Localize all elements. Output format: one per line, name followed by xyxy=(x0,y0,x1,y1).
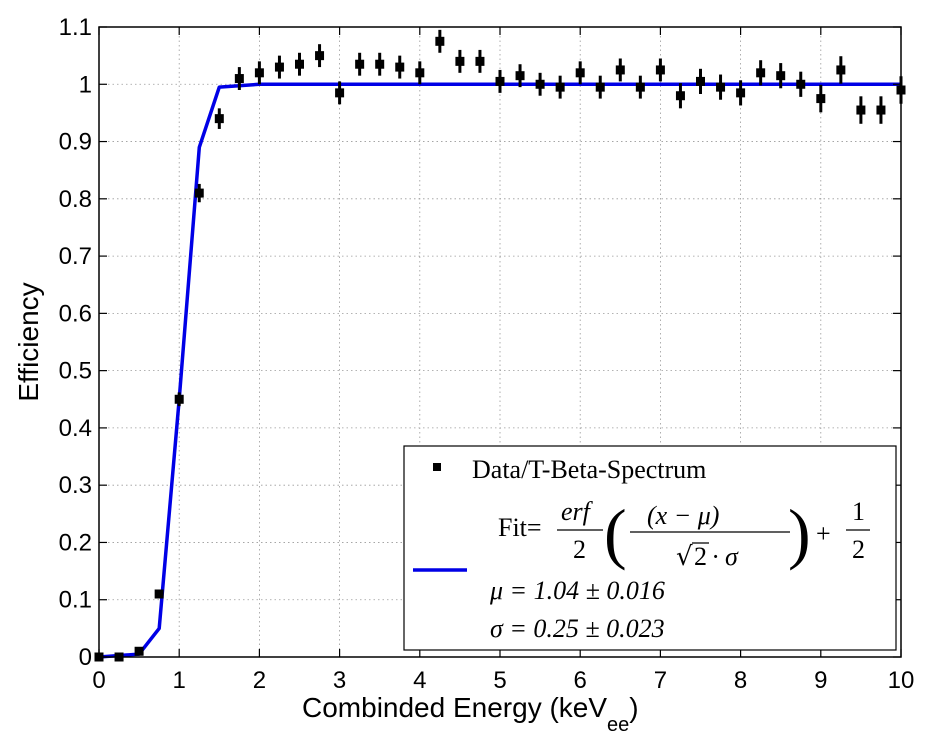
y-tick-label: 0.8 xyxy=(59,186,92,213)
data-point xyxy=(796,79,806,89)
data-point xyxy=(675,91,685,101)
y-axis-label: Efficiency xyxy=(13,282,44,401)
legend-formula-plus: + xyxy=(816,519,831,548)
data-point xyxy=(816,94,826,104)
data-point xyxy=(315,51,325,61)
data-point xyxy=(535,79,545,89)
y-tick-label: 0.2 xyxy=(59,529,92,556)
y-tick-label: 0.4 xyxy=(59,415,92,442)
x-tick-label: 6 xyxy=(574,667,587,694)
data-point xyxy=(475,56,485,66)
data-point xyxy=(655,65,665,75)
data-point xyxy=(575,68,585,78)
legend-data-marker xyxy=(433,463,441,471)
data-point xyxy=(555,82,565,92)
x-tick-labels: 0 1 2 3 4 5 6 7 8 9 10 xyxy=(92,667,914,694)
legend-data-label: Data/T-Beta-Spectrum xyxy=(472,455,706,484)
x-tick-label: 9 xyxy=(814,667,827,694)
data-point xyxy=(174,394,184,404)
x-tick-label: 3 xyxy=(333,667,346,694)
data-point xyxy=(214,114,224,124)
legend-formula-numerator: (x − μ) xyxy=(647,501,719,530)
x-axis-label: Combinded Energy (keVee) xyxy=(302,692,639,736)
legend-box xyxy=(403,445,897,651)
data-point xyxy=(856,105,866,115)
legend-formula-rparen: ) xyxy=(788,495,811,571)
x-axis-label-sub: ee xyxy=(607,714,629,736)
legend-formula-sqrt: √ xyxy=(676,542,693,572)
y-tick-label: 1 xyxy=(79,71,92,98)
data-point xyxy=(335,88,345,98)
data-point xyxy=(756,68,766,78)
y-tick-label: 0.7 xyxy=(59,243,92,270)
legend-mu-line: μ = 1.04 ± 0.016 xyxy=(489,576,665,605)
x-tick-label: 5 xyxy=(493,667,506,694)
data-point xyxy=(696,76,705,86)
legend-formula-two: 2 xyxy=(573,535,586,564)
data-point xyxy=(194,188,204,198)
x-tick-label: 0 xyxy=(92,667,105,694)
legend-formula-erf: erf xyxy=(561,497,594,526)
y-tick-label: 0 xyxy=(79,644,92,671)
data-point xyxy=(595,82,605,92)
data-point xyxy=(515,71,525,81)
data-point xyxy=(415,68,425,78)
x-axis-label-main: Combinded Energy (keV xyxy=(302,692,607,723)
legend-sigma-line: σ = 0.25 ± 0.023 xyxy=(490,614,665,643)
legend-formula-sigma: · σ xyxy=(712,542,739,571)
data-point xyxy=(635,82,645,92)
legend: Data/T-Beta-Spectrum Fit= erf 2 ( (x − μ… xyxy=(403,445,897,651)
y-tick-labels: 0 0.1 0.2 0.3 0.4 0.5 0.6 0.7 0.8 0.9 1 1.1 xyxy=(59,14,92,671)
data-point xyxy=(234,74,244,84)
y-tick-label: 0.6 xyxy=(59,300,92,327)
data-point xyxy=(455,56,465,66)
y-tick-label: 0.5 xyxy=(59,358,92,385)
legend-formula-half-den: 2 xyxy=(852,535,865,564)
data-point xyxy=(375,59,385,69)
data-point xyxy=(254,68,264,78)
data-point xyxy=(274,62,284,72)
data-point xyxy=(876,105,886,115)
x-tick-label: 2 xyxy=(253,667,266,694)
x-tick-label: 7 xyxy=(654,667,667,694)
data-point xyxy=(776,71,786,81)
data-point xyxy=(836,65,846,75)
data-point xyxy=(355,59,365,69)
x-tick-label: 10 xyxy=(888,667,915,694)
legend-formula-one: 1 xyxy=(852,497,865,526)
data-point xyxy=(395,62,405,72)
y-tick-label: 0.3 xyxy=(59,472,92,499)
data-point xyxy=(736,88,746,98)
x-axis-label-close: ) xyxy=(629,692,638,723)
x-tick-label: 1 xyxy=(173,667,186,694)
data-point xyxy=(295,59,304,69)
data-point xyxy=(435,36,445,46)
legend-formula-sqrt2: 2 xyxy=(694,542,707,571)
legend-fit-label: Fit= xyxy=(498,513,542,542)
y-tick-label: 0.1 xyxy=(59,587,92,614)
legend-formula-lparen: ( xyxy=(604,495,627,571)
x-tick-label: 4 xyxy=(413,667,426,694)
data-point xyxy=(495,76,505,86)
y-tick-label: 0.9 xyxy=(59,129,92,156)
data-point xyxy=(134,646,144,656)
data-point xyxy=(716,82,726,92)
data-point xyxy=(154,589,164,599)
data-points-layer xyxy=(94,29,906,662)
x-tick-label: 8 xyxy=(734,667,747,694)
y-tick-label: 1.1 xyxy=(59,14,92,41)
data-point xyxy=(615,65,625,75)
